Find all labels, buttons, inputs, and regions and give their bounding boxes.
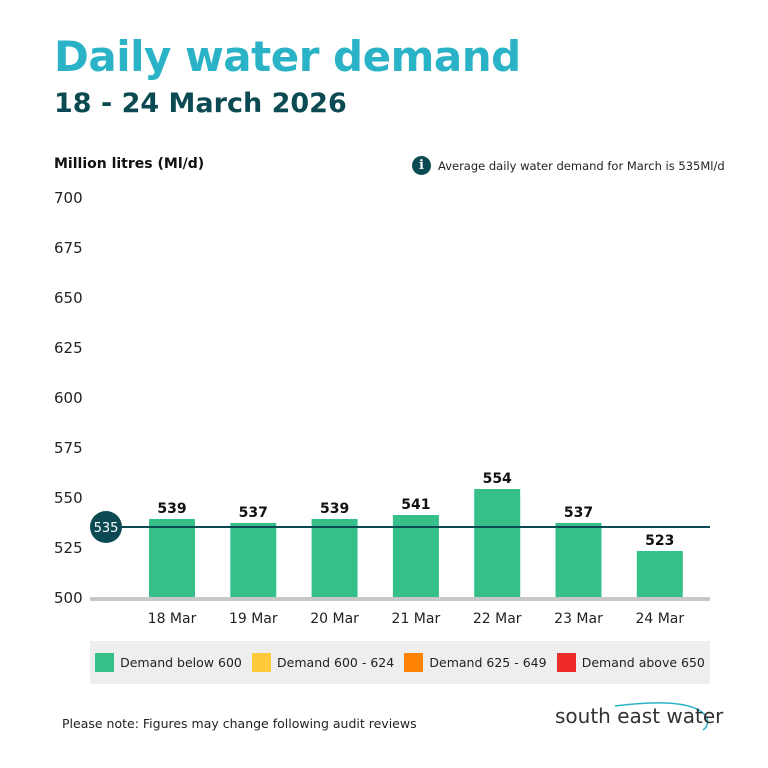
data-label: 554: [483, 471, 512, 487]
south-east-water-logo: south east water: [555, 702, 724, 731]
bar: [555, 523, 602, 597]
legend-item: Demand below 600: [95, 653, 242, 672]
data-label: 523: [645, 533, 674, 549]
y-tick-label: 625: [54, 339, 83, 357]
bar-chart: 700 675 650 625 600 575 550 525 500 539 18 Mar 537 1…: [54, 189, 710, 627]
average-note: i Average daily water demand for March i…: [412, 156, 725, 175]
average-marker: [90, 511, 122, 543]
legend-swatch: [404, 653, 424, 672]
bar: [230, 523, 277, 597]
legend-item: Demand above 650: [556, 653, 705, 672]
y-axis-label: Million litres (Ml/d): [54, 156, 205, 172]
bar: [474, 489, 521, 597]
y-tick-label: 650: [54, 289, 83, 307]
page-title: Daily water demand: [54, 32, 521, 81]
data-label: 541: [401, 497, 430, 513]
x-tick-label: 23 Mar: [554, 611, 603, 627]
x-tick-label: 20 Mar: [310, 611, 359, 627]
page-subtitle: 18 - 24 March 2026: [54, 88, 347, 119]
legend-swatch: [95, 653, 115, 672]
legend-label: Demand 600 - 624: [277, 655, 395, 670]
legend-item: Demand 625 - 649: [404, 653, 547, 672]
x-tick-label: 24 Mar: [635, 611, 684, 627]
bar: [149, 519, 195, 597]
y-tick-label: 500: [54, 589, 83, 607]
legend-label: Demand 625 - 649: [429, 655, 547, 670]
bar: [311, 519, 358, 597]
y-tick-label: 675: [54, 239, 83, 257]
data-label: 537: [564, 505, 593, 521]
legend: Demand below 600 Demand 600 - 624 Demand 6…: [90, 641, 710, 684]
y-tick-label: 600: [54, 389, 83, 407]
logo-text: south east water: [555, 704, 724, 728]
y-tick-label: 550: [54, 489, 83, 507]
x-tick-label: 19 Mar: [229, 611, 278, 627]
y-tick-label: 700: [54, 189, 83, 207]
y-tick-label: 525: [54, 539, 83, 557]
data-label: 539: [157, 501, 186, 517]
data-label: 539: [320, 501, 349, 517]
average-note-text: Average daily water demand for March is …: [438, 158, 725, 173]
data-label: 537: [239, 505, 268, 521]
y-tick-label: 575: [54, 439, 83, 457]
x-tick-label: 18 Mar: [148, 611, 197, 627]
legend-swatch: [252, 653, 272, 672]
legend-swatch: [556, 653, 576, 672]
legend-label: Demand above 650: [581, 655, 705, 670]
info-icon: i: [412, 156, 431, 175]
bar: [392, 515, 439, 597]
footnote: Please note: Figures may change followin…: [62, 716, 417, 731]
x-tick-label: 21 Mar: [392, 611, 441, 627]
average-label: 535: [94, 521, 119, 536]
x-tick-label: 22 Mar: [473, 611, 522, 627]
bar: [636, 551, 683, 597]
legend-item: Demand 600 - 624: [252, 653, 394, 672]
legend-label: Demand below 600: [120, 655, 242, 670]
